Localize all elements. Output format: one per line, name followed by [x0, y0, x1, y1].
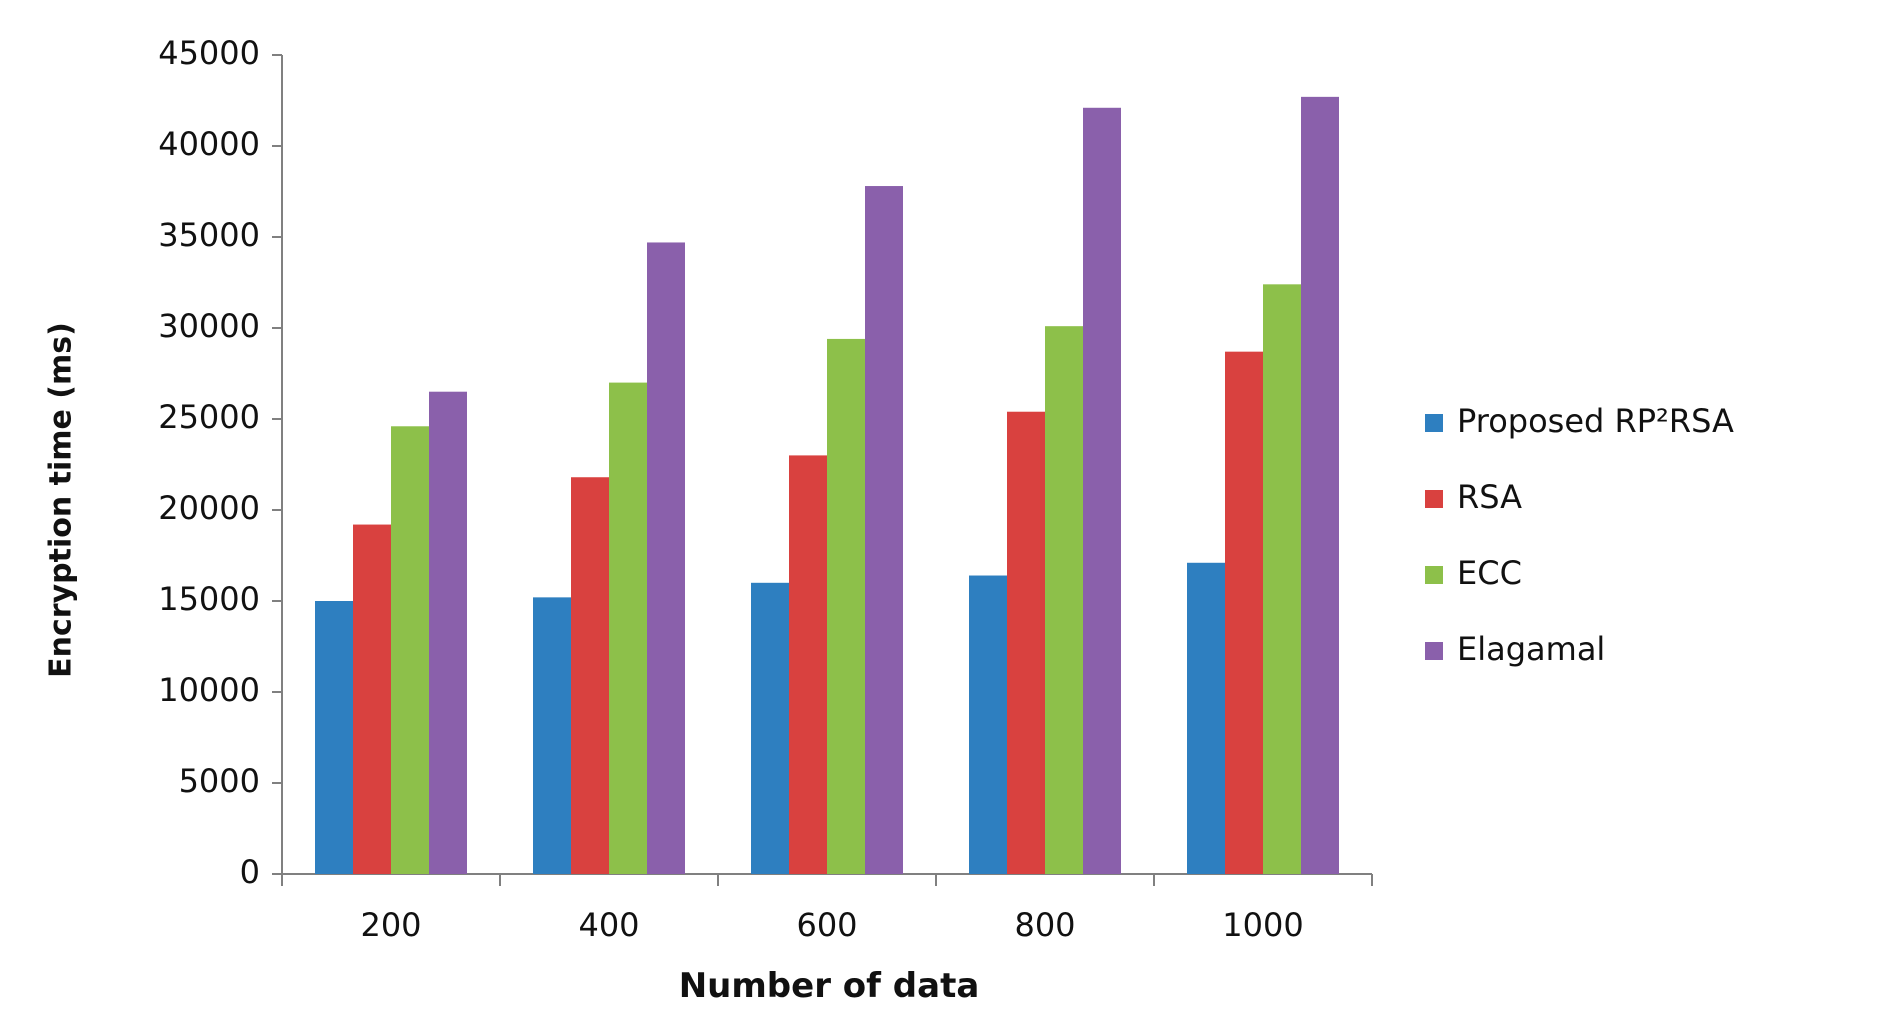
y-tick-label: 10000 [158, 671, 260, 709]
legend-swatch [1425, 566, 1443, 584]
y-tick-label: 15000 [158, 580, 260, 618]
bar [353, 524, 391, 874]
y-tick-label: 35000 [158, 216, 260, 254]
legend-label: ECC [1457, 554, 1522, 592]
bar [751, 582, 789, 874]
y-axis-title-group: Encryption time (ms) [44, 322, 79, 678]
bar [1263, 284, 1301, 874]
bar [609, 382, 647, 874]
y-tick-label: 25000 [158, 398, 260, 436]
legend-swatch [1425, 490, 1443, 508]
x-tick-label: 200 [360, 906, 421, 944]
bar [865, 186, 903, 875]
y-tick-label: 45000 [158, 34, 260, 72]
bar [1225, 351, 1263, 874]
y-tick-label: 30000 [158, 307, 260, 345]
bar [1083, 107, 1121, 874]
legend-label: Proposed RP²RSA [1457, 402, 1734, 440]
y-tick-label: 40000 [158, 125, 260, 163]
y-tick-label: 20000 [158, 489, 260, 527]
bar [789, 455, 827, 874]
x-tick-label: 800 [1014, 906, 1075, 944]
bar [827, 338, 865, 874]
bar [1007, 411, 1045, 874]
plot-area: 0 5000 10000 15000 20000 25000 30000 35000 40000… [158, 34, 1373, 944]
bar [391, 426, 429, 874]
bar [571, 477, 609, 874]
x-tick-label: 1000 [1222, 906, 1303, 944]
bar [533, 597, 571, 874]
bar [429, 391, 467, 874]
legend: Proposed RP²RSA RSA ECC Elagamal [1425, 402, 1734, 668]
legend-swatch [1425, 642, 1443, 660]
x-tick-label: 600 [796, 906, 857, 944]
y-axis-title: Encryption time (ms) [44, 322, 79, 678]
bar [315, 601, 353, 874]
legend-label: RSA [1457, 478, 1522, 516]
y-tick-label: 0 [240, 853, 260, 891]
bar [1301, 96, 1339, 875]
x-tick-label: 400 [578, 906, 639, 944]
x-axis-title: Number of data [679, 966, 980, 1006]
bar [969, 575, 1007, 874]
bar [1187, 562, 1225, 874]
legend-swatch [1425, 414, 1443, 432]
bar [647, 242, 685, 874]
bar [1045, 326, 1083, 874]
y-tick-label: 5000 [179, 762, 260, 800]
legend-label: Elagamal [1457, 630, 1605, 668]
